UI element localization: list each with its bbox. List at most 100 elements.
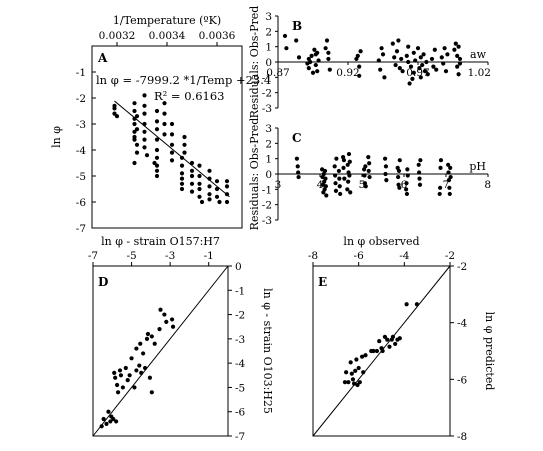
panel-d-letter: D	[98, 275, 108, 289]
panel-e-data-point	[371, 348, 376, 354]
panel-e-data-point	[353, 368, 358, 373]
panel-b-data-point	[408, 64, 414, 69]
panel-b-data-point	[439, 55, 444, 60]
panel-b-data-point	[455, 64, 460, 69]
panel-c-data-point	[333, 173, 338, 178]
panel-c-data-point	[397, 158, 402, 163]
panel-b-data-point	[452, 47, 457, 52]
panel-b-data-point	[282, 33, 288, 39]
panel-e-y-axis-label: ln φ predicted	[483, 312, 496, 391]
panel-d-data-point	[120, 385, 125, 390]
panel-d-data-point	[123, 365, 128, 371]
panel-a-data-point	[189, 160, 195, 166]
panel-b-data-point	[326, 50, 331, 55]
panel-e-data-point	[344, 370, 349, 375]
panel-c-data-point	[366, 155, 371, 160]
panel-d-y-axis-label: ln φ - strain O103:H25	[261, 288, 274, 414]
panel-d-data-point	[112, 370, 117, 375]
panel-a-data-point	[179, 181, 185, 186]
panel-b-data-point	[315, 69, 320, 74]
panel-c-x-tick-label: 8	[484, 179, 491, 191]
panel-c-data-point	[448, 165, 453, 170]
panel-a-data-point	[182, 150, 187, 155]
panel-a-data-point	[189, 168, 195, 173]
panel-a-data-point	[189, 181, 195, 186]
panel-c-data-point	[347, 173, 352, 178]
panel-c-y-tick-label: 3	[265, 123, 272, 135]
panel-b-data-point	[382, 75, 387, 80]
panel-e-y-tick-label: -8	[457, 431, 467, 443]
panel-c-data-point	[396, 168, 402, 174]
panel-c-data-point	[323, 176, 328, 181]
panel-a-data-point	[214, 186, 220, 192]
panel-a-data-point	[154, 173, 160, 179]
panel-a-data-point	[169, 142, 175, 147]
panel-a-data-point	[142, 111, 147, 116]
panel-a-x-axis-label: 1/Temperature (ºK)	[113, 14, 221, 27]
panel-e-data-point	[404, 302, 409, 307]
panel-b-data-point	[418, 55, 423, 60]
panel-b-data-point	[400, 69, 405, 74]
panel-b-data-point	[357, 73, 362, 78]
panel-a-data-point	[169, 158, 175, 163]
panel-d-data-point	[134, 368, 139, 373]
panel-b-data-point	[355, 53, 360, 58]
panel-a-data-point	[114, 114, 120, 119]
panel-d-y-tick-label: -5	[235, 382, 245, 394]
panel-a-data-point	[152, 160, 157, 166]
panel-a-r-squared: R² = 0.6163	[154, 89, 224, 103]
panel-c-data-point	[348, 190, 353, 195]
panel-a-data-point	[197, 181, 202, 186]
panel-a-data-point	[179, 163, 185, 168]
panel-b-data-point	[406, 59, 411, 65]
panel-a-data-point	[154, 127, 160, 132]
panel-b-data-point	[429, 56, 435, 62]
panel-d-data-point	[138, 341, 143, 346]
panel-d-x-tick-label: -3	[165, 250, 175, 262]
panel-c-data-point	[384, 178, 389, 183]
panel-b-data-point	[441, 61, 446, 66]
panel-c-data-point	[342, 176, 347, 181]
panel-c-data-point	[417, 176, 422, 181]
panel-c-data-point	[338, 191, 343, 197]
panel-b-data-point	[315, 50, 320, 55]
panel-c-data-point	[341, 158, 347, 163]
panel-b-letter: B	[292, 19, 302, 33]
panel-d-y-tick-label: -2	[235, 310, 245, 322]
panel-c-data-point	[404, 181, 409, 186]
panel-b-data-point	[422, 69, 428, 74]
panel-a-data-point	[134, 142, 140, 147]
panel-b-data-point	[431, 64, 436, 69]
panel-e-data-point	[346, 380, 351, 385]
panel-e-data-point	[377, 338, 382, 344]
panel-c-letter: C	[292, 131, 302, 145]
panel-b-data-point	[308, 59, 313, 65]
panel-d-data-point	[145, 331, 151, 337]
panel-a-data-point	[197, 194, 202, 199]
panel-d-x-tick-label: -5	[126, 250, 136, 262]
panel-a-x-tick-label: 0.0036	[199, 30, 236, 42]
panel-b-data-point	[406, 44, 411, 49]
panel-a-data-point	[197, 186, 202, 192]
panel-b-data-point	[327, 67, 332, 72]
panel-a-data-point	[179, 171, 185, 176]
panel-c-data-point	[346, 151, 352, 157]
panel-a-data-point	[162, 132, 167, 137]
panel-b-data-point	[380, 52, 386, 57]
panel-c-data-point	[322, 168, 328, 174]
panel-b-data-point	[396, 38, 401, 43]
panel-a-data-point	[169, 150, 175, 155]
panel-b-y-tick-label: 1	[265, 42, 272, 54]
panel-d-data-point	[118, 373, 124, 378]
panel-d-x-tick-label: -1	[204, 250, 214, 262]
panel-c-data-point	[346, 179, 351, 184]
panel-a-data-point	[224, 179, 230, 184]
panel-d-data-point	[144, 336, 150, 341]
panel-a-data-point	[214, 179, 220, 184]
panel-a-y-tick-label: -4	[76, 145, 87, 157]
panel-b-x-axis-label: aw	[470, 48, 487, 61]
panel-a-data-point	[169, 132, 175, 137]
panel-c-y-tick-label: -1	[262, 184, 272, 196]
panel-a-data-point	[134, 150, 140, 155]
